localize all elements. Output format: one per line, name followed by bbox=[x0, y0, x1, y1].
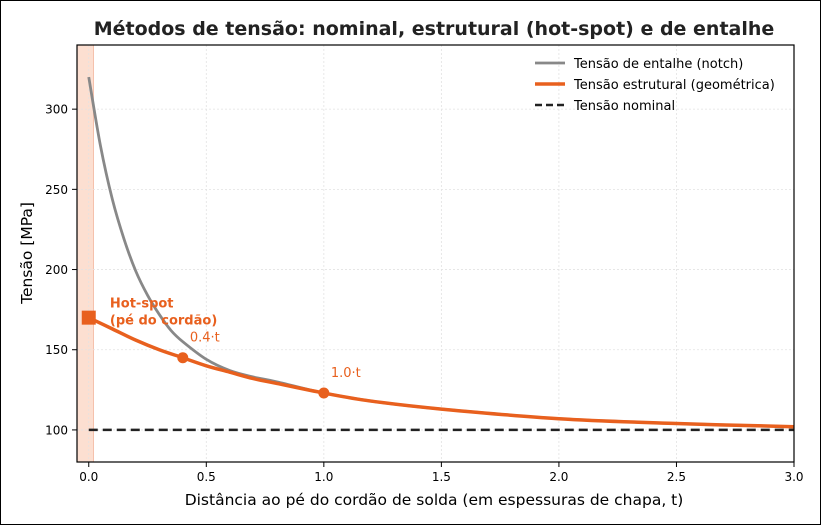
annotation-hot-spot-line: (pé do cordão) bbox=[110, 314, 217, 329]
ticks-layer: 0.0 0.5 1.0 1.5 2.0 2.5 3.0 100 150 200 250 300 bbox=[45, 103, 803, 484]
shaded-region bbox=[77, 45, 94, 462]
annotation-label: 0.4·t bbox=[190, 331, 220, 346]
grid-layer bbox=[77, 45, 795, 462]
y-tick-label: 100 bbox=[45, 423, 68, 437]
evaluation-point-marker bbox=[177, 352, 189, 364]
y-tick-label: 300 bbox=[45, 103, 68, 117]
series-line-2 bbox=[87, 316, 795, 429]
x-tick-label: 0.0 bbox=[79, 470, 98, 484]
legend-label: Tensão estrutural (geométrica) bbox=[573, 78, 775, 93]
annotation-label: 1.0·t bbox=[331, 366, 361, 381]
hot-spot-marker bbox=[81, 310, 96, 325]
legend: Tensão de entalhe (notch) Tensão estrutur… bbox=[535, 57, 775, 114]
x-tick-label: 1.0 bbox=[314, 470, 333, 484]
y-axis-label: Tensão [MPa] bbox=[18, 202, 36, 305]
x-tick-label: 2.0 bbox=[549, 470, 568, 484]
x-axis-label: Distância ao pé do cordão de solda (em e… bbox=[185, 491, 684, 509]
x-tick-label: 1.5 bbox=[432, 470, 451, 484]
legend-label: Tensão de entalhe (notch) bbox=[573, 57, 743, 72]
x-tick-label: 2.5 bbox=[667, 470, 686, 484]
y-tick-label: 250 bbox=[45, 183, 68, 197]
legend-label: Tensão nominal bbox=[573, 99, 675, 114]
shaded-region-layer bbox=[77, 45, 94, 462]
x-tick-label: 0.5 bbox=[197, 470, 216, 484]
y-tick-label: 200 bbox=[45, 263, 68, 277]
annotation-hot-spot-line: Hot-spot bbox=[110, 297, 174, 312]
chart-title: Métodos de tensão: nominal, estrutural (… bbox=[94, 18, 775, 40]
annotations-layer: Hot-spot (pé do cordão) 0.4·t 1.0·t bbox=[110, 297, 361, 381]
x-tick-label: 3.0 bbox=[784, 470, 803, 484]
axes-frame bbox=[76, 44, 795, 463]
series-layer bbox=[87, 76, 795, 432]
evaluation-point-marker bbox=[318, 387, 330, 399]
y-tick-label: 150 bbox=[45, 343, 68, 357]
markers-layer bbox=[81, 310, 330, 399]
